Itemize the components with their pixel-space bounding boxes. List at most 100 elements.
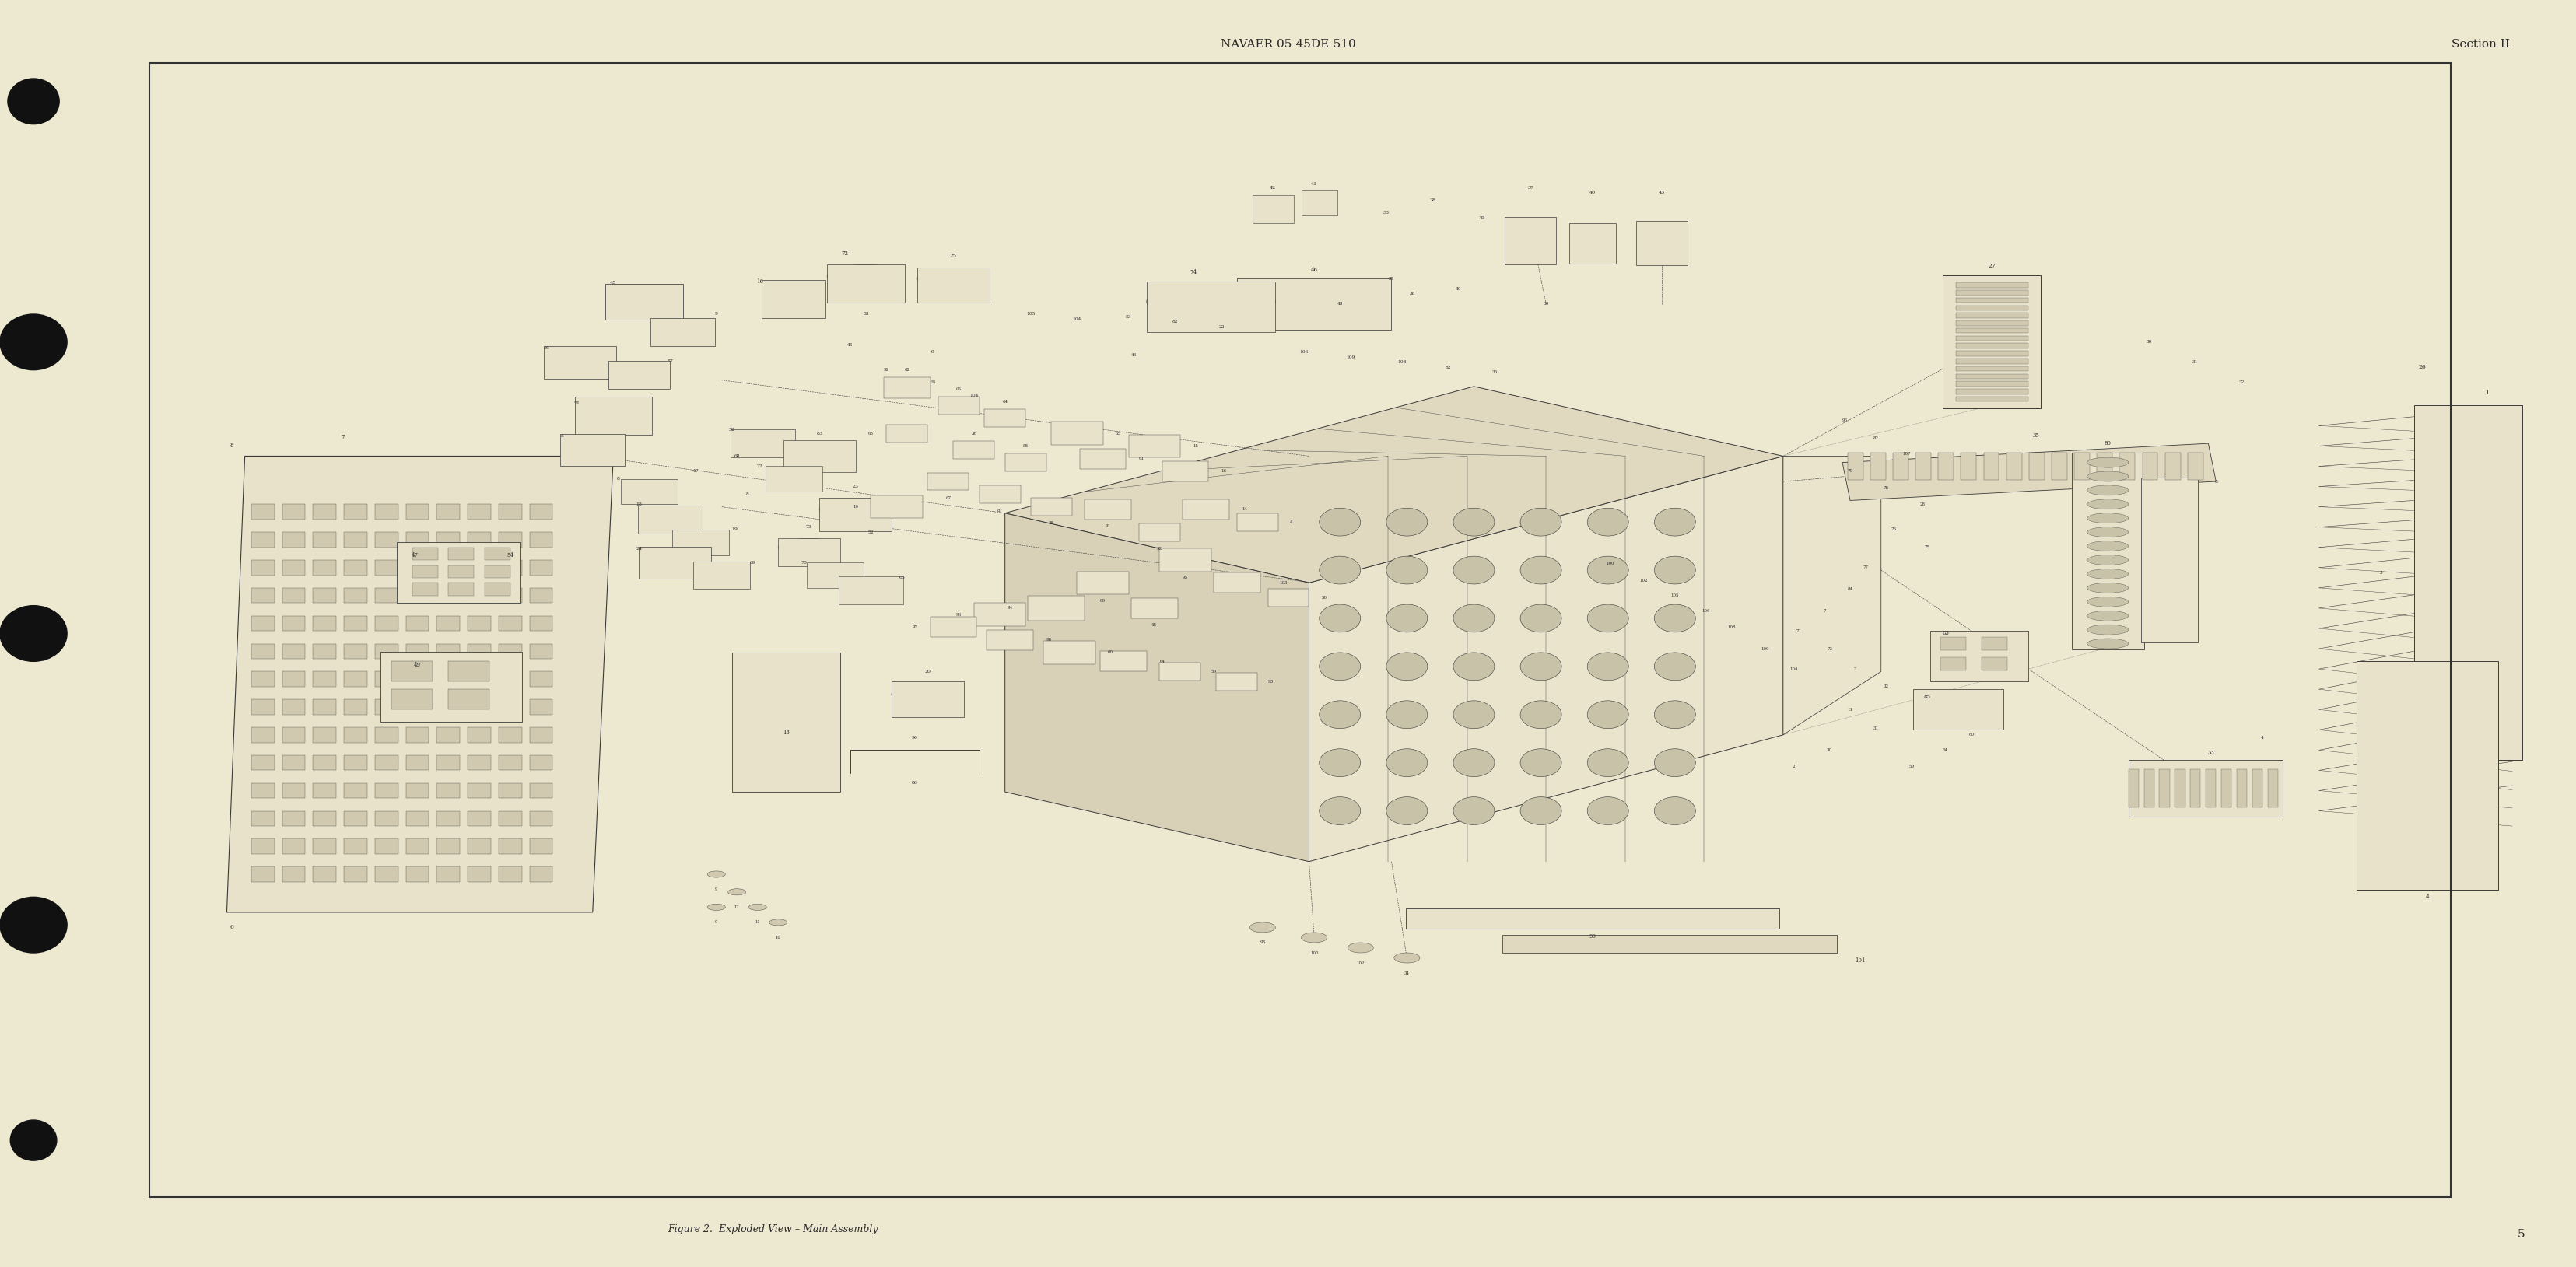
Bar xyxy=(314,504,337,519)
Text: 31: 31 xyxy=(2192,360,2197,365)
Bar xyxy=(469,532,489,547)
Bar xyxy=(283,699,304,715)
Ellipse shape xyxy=(1654,604,1695,632)
Bar xyxy=(376,699,397,715)
Bar xyxy=(531,644,551,659)
Bar xyxy=(345,588,368,603)
Ellipse shape xyxy=(1520,653,1561,680)
Bar xyxy=(1955,343,2027,348)
Bar xyxy=(531,588,551,603)
Text: 46: 46 xyxy=(1311,267,1316,272)
Bar xyxy=(1942,276,2040,408)
Bar xyxy=(1955,381,2027,386)
Bar xyxy=(283,811,304,826)
Bar xyxy=(500,588,520,603)
Text: 83: 83 xyxy=(817,431,822,436)
Bar xyxy=(314,672,337,687)
Text: 73: 73 xyxy=(806,525,811,530)
Text: 54: 54 xyxy=(507,552,513,557)
Ellipse shape xyxy=(2087,583,2128,593)
Bar xyxy=(376,532,397,547)
Bar xyxy=(531,811,551,826)
Ellipse shape xyxy=(2087,639,2128,649)
Bar xyxy=(435,644,459,659)
Bar xyxy=(345,616,368,631)
Ellipse shape xyxy=(1319,508,1360,536)
Text: 82: 82 xyxy=(1445,365,1450,370)
Bar xyxy=(376,504,397,519)
Text: 48: 48 xyxy=(1151,622,1157,627)
Bar xyxy=(484,583,510,595)
Bar xyxy=(1051,422,1103,445)
Ellipse shape xyxy=(1587,604,1628,632)
Bar xyxy=(250,504,273,519)
Ellipse shape xyxy=(917,269,989,289)
Text: 7: 7 xyxy=(340,435,345,440)
Text: 106: 106 xyxy=(1700,608,1710,613)
Bar xyxy=(500,811,520,826)
Text: 40: 40 xyxy=(1455,286,1461,291)
Bar xyxy=(283,616,304,631)
Bar xyxy=(531,727,551,742)
Ellipse shape xyxy=(778,538,840,556)
Text: 72: 72 xyxy=(842,251,848,256)
Text: 55: 55 xyxy=(1115,431,1121,436)
Ellipse shape xyxy=(747,905,768,910)
Ellipse shape xyxy=(1520,749,1561,777)
Bar xyxy=(1955,313,2027,318)
Text: 108: 108 xyxy=(1396,360,1406,365)
Ellipse shape xyxy=(1520,556,1561,584)
Bar xyxy=(345,783,368,798)
Text: 12: 12 xyxy=(734,905,739,910)
Text: 92: 92 xyxy=(884,367,889,372)
Bar xyxy=(345,867,368,882)
Text: 5: 5 xyxy=(2517,1229,2524,1239)
Text: 100: 100 xyxy=(1605,561,1615,566)
Bar xyxy=(250,532,273,547)
Text: 65: 65 xyxy=(930,380,935,385)
Text: 3: 3 xyxy=(1852,666,1857,672)
Bar xyxy=(250,727,273,742)
Ellipse shape xyxy=(1386,508,1427,536)
Text: 96: 96 xyxy=(956,612,961,617)
Text: 86: 86 xyxy=(912,780,917,786)
Bar xyxy=(984,409,1025,427)
Polygon shape xyxy=(227,456,613,912)
Text: 58: 58 xyxy=(1023,443,1028,449)
Bar xyxy=(500,504,520,519)
Text: 106: 106 xyxy=(1298,350,1309,355)
Text: 85: 85 xyxy=(1924,694,1929,699)
Text: Figure 2.  Exploded View – Main Assembly: Figure 2. Exploded View – Main Assembly xyxy=(667,1224,878,1234)
Bar xyxy=(469,504,489,519)
Text: 4: 4 xyxy=(2259,735,2264,740)
Text: 76: 76 xyxy=(1891,527,1896,532)
Text: 8: 8 xyxy=(229,443,234,449)
Bar xyxy=(1636,220,1687,265)
Bar xyxy=(1569,223,1615,264)
Ellipse shape xyxy=(1654,749,1695,777)
Bar xyxy=(1030,498,1072,516)
Ellipse shape xyxy=(1654,701,1695,729)
Bar xyxy=(1236,513,1278,531)
Bar xyxy=(1028,595,1084,621)
Bar xyxy=(1955,351,2027,356)
Bar xyxy=(1914,452,1929,480)
Ellipse shape xyxy=(1520,701,1561,729)
Bar xyxy=(2221,769,2231,807)
Bar xyxy=(979,485,1020,503)
Text: 79: 79 xyxy=(1847,469,1852,474)
Bar xyxy=(531,783,551,798)
Bar xyxy=(392,689,433,710)
Bar xyxy=(778,538,840,566)
Bar xyxy=(1301,190,1337,215)
Text: 34: 34 xyxy=(1404,971,1409,976)
Bar xyxy=(435,532,459,547)
Text: 60: 60 xyxy=(1968,732,1973,737)
Text: 104: 104 xyxy=(1072,317,1082,322)
Bar xyxy=(404,588,428,603)
Bar xyxy=(693,561,750,589)
Bar xyxy=(1084,499,1131,519)
Text: 104: 104 xyxy=(969,393,979,398)
Ellipse shape xyxy=(768,920,788,925)
Bar xyxy=(435,672,459,687)
